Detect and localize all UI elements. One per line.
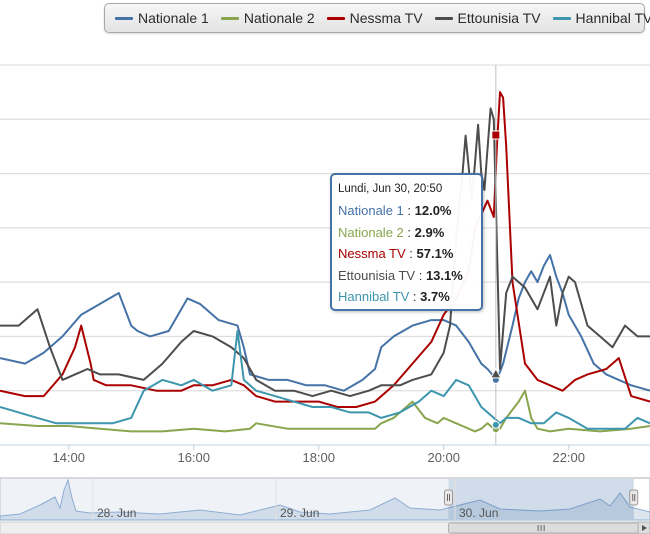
legend-item-ettounisia-tv[interactable]: Ettounisia TV: [434, 10, 541, 26]
tooltip-series-name: Ettounisia TV: [338, 267, 416, 283]
range-navigator[interactable]: 28. Jun 29. Jun 30. Jun: [0, 477, 650, 534]
navigator-selection[interactable]: [448, 479, 634, 519]
tooltip-series-value: 3.7%: [420, 289, 450, 305]
legend: Nationale 1 Nationale 2 Nessma TV Ettounisi…: [104, 3, 650, 33]
legend-swatch: [434, 16, 453, 20]
tooltip-row: Ettounisia TV : 13.1%: [338, 267, 463, 283]
navigator-date-label: 28. Jun: [97, 506, 136, 520]
legend-swatch: [115, 16, 133, 20]
tooltip-row: Nationale 1 : 12.0%: [338, 203, 452, 218]
scrollbar-right-arrow[interactable]: [637, 521, 650, 534]
legend-item-nationale-1[interactable]: Nationale 1: [115, 10, 209, 26]
navigator-handle-left[interactable]: [444, 489, 453, 506]
legend-label: Hannibal TV: [575, 10, 650, 26]
legend-swatch: [326, 16, 345, 20]
tooltip-series-value: 57.1%: [416, 246, 454, 262]
tooltip-series-name: Nessma TV: [338, 246, 406, 262]
series-line-nationale-2: [0, 389, 650, 433]
navigator-series: [0, 478, 650, 521]
hover-marker-hannibal-tv: [491, 420, 500, 429]
grid-lines: [0, 64, 650, 446]
tooltip-series-value: 12.0%: [414, 203, 452, 218]
series-line-nationale-1: [0, 254, 650, 392]
legend-item-nationale-2[interactable]: Nationale 2: [220, 10, 315, 26]
tooltip-row: Hannibal TV : 3.7%: [338, 289, 450, 305]
navigator-date-label: 30. Jun: [459, 506, 498, 520]
series-line-hannibal-tv: [0, 330, 650, 430]
x-axis: 14:00 16:00 18:00 20:00 22:00: [0, 444, 650, 465]
legend-item-nessma-tv[interactable]: Nessma TV: [326, 10, 423, 26]
legend-label: Nationale 1: [138, 10, 209, 26]
tooltip-series-name: Nationale 1: [338, 203, 404, 218]
hover-marker-nessma-tv: [491, 130, 501, 140]
tooltip-row: Nationale 2 : 2.9%: [338, 224, 445, 240]
series-line-ettounisia-tv: [0, 107, 650, 398]
legend-swatch: [220, 16, 239, 20]
tooltip-header: Lundi, Jun 30, 20:50: [338, 183, 443, 195]
tooltip-series-value: 13.1%: [425, 267, 463, 283]
legend-swatch: [552, 16, 571, 20]
x-tick-label: 22:00: [552, 450, 585, 465]
tooltip: Lundi, Jun 30, 20:50 Nationale 1 : 12.0%…: [330, 173, 483, 311]
legend-label: Nessma TV: [349, 10, 423, 26]
x-tick-label: 14:00: [52, 450, 85, 465]
legend-item-hannibal-tv[interactable]: Hannibal TV: [552, 10, 650, 26]
x-tick-label: 18:00: [302, 450, 335, 465]
navigator-scrollbar[interactable]: [0, 521, 650, 534]
tooltip-series-name: Nationale 2: [338, 224, 404, 240]
tooltip-series-name: Hannibal TV: [338, 289, 410, 305]
tooltip-series-value: 2.9%: [414, 224, 445, 240]
navigator-handle-right[interactable]: [629, 489, 639, 506]
legend-label: Ettounisia TV: [457, 10, 541, 26]
hover-marker-ettounisia-tv: [489, 367, 502, 379]
series-line-nessma-tv: [0, 91, 650, 408]
hover-markers: [489, 65, 502, 445]
legend-label: Nationale 2: [243, 10, 315, 26]
series-lines: [0, 91, 650, 433]
x-tick-label: 16:00: [177, 450, 210, 465]
navigator-frame: [0, 477, 650, 521]
tooltip-row: Nessma TV : 57.1%: [338, 246, 454, 262]
navigator-date-label: 29. Jun: [280, 506, 319, 520]
x-tick-label: 20:00: [427, 450, 460, 465]
